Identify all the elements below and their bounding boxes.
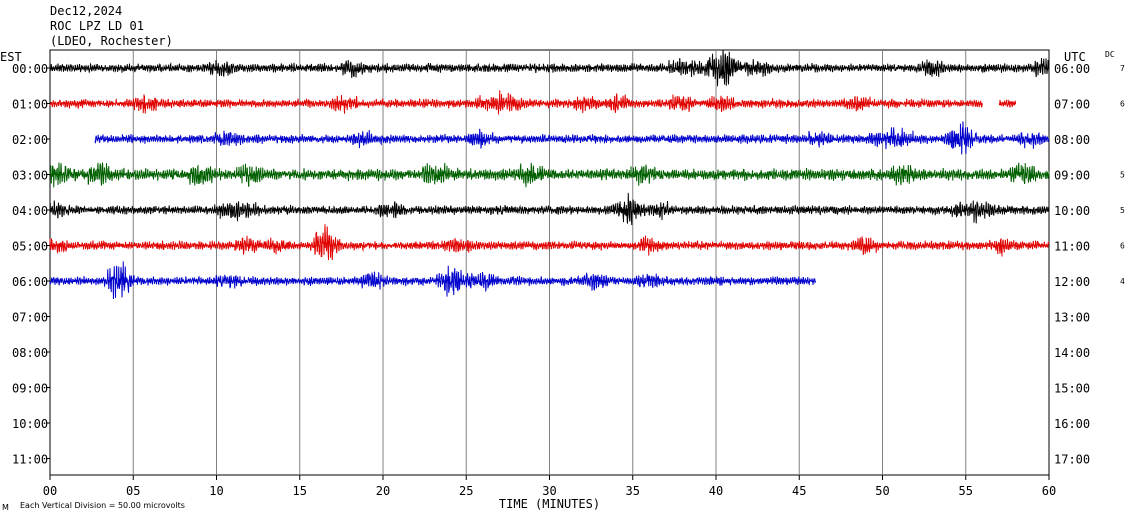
utc-hour-label: 11:00 <box>1054 240 1090 254</box>
trace-line <box>49 49 1050 87</box>
est-hour-label: 10:00 <box>12 417 48 431</box>
est-hour-label: 02:00 <box>12 133 48 147</box>
x-tick-label: 25 <box>459 484 473 498</box>
trace-line <box>49 261 817 300</box>
x-tick-label: 20 <box>376 484 390 498</box>
utc-hour-label: 08:00 <box>1054 133 1090 147</box>
date-label: Dec12,2024 <box>50 4 123 18</box>
utc-hour-label: 17:00 <box>1054 453 1090 467</box>
x-tick-label: 55 <box>959 484 973 498</box>
utc-hour-label: 07:00 <box>1054 98 1090 112</box>
x-tick-label: 40 <box>709 484 723 498</box>
trace-line <box>94 121 1050 155</box>
est-hour-label: 03:00 <box>12 169 48 183</box>
dc-value: 6 <box>1120 100 1125 109</box>
footer-mark: M <box>2 503 9 512</box>
network-label: (LDEO, Rochester) <box>50 34 173 48</box>
utc-label: UTC <box>1064 50 1086 64</box>
utc-hour-label: 06:00 <box>1054 62 1090 76</box>
dc-value: 6 <box>1120 242 1125 251</box>
est-label: EST <box>0 50 22 64</box>
x-tick-label: 30 <box>542 484 556 498</box>
utc-hour-label: 16:00 <box>1054 417 1090 431</box>
x-tick-label: 45 <box>792 484 806 498</box>
dc-value: 5 <box>1120 171 1125 180</box>
est-hour-label: 08:00 <box>12 346 48 360</box>
dc-value: 7 <box>1120 64 1125 73</box>
utc-hour-label: 09:00 <box>1054 169 1090 183</box>
trace-line <box>49 90 1016 115</box>
trace-line <box>49 224 1050 261</box>
dc-value: 5 <box>1120 206 1125 215</box>
est-hour-label: 07:00 <box>12 311 48 325</box>
utc-hour-label: 12:00 <box>1054 275 1090 289</box>
x-tick-label: 00 <box>43 484 57 498</box>
utc-hour-label: 13:00 <box>1054 311 1090 325</box>
scale-note: Each Vertical Division = 50.00 microvolt… <box>20 501 185 510</box>
x-tick-label: 15 <box>293 484 307 498</box>
est-hour-label: 09:00 <box>12 382 48 396</box>
x-tick-label: 35 <box>626 484 640 498</box>
est-hour-label: 05:00 <box>12 240 48 254</box>
est-hour-label: 01:00 <box>12 98 48 112</box>
x-tick-label: 05 <box>126 484 140 498</box>
trace-line <box>49 192 1050 226</box>
est-hour-label: 04:00 <box>12 204 48 218</box>
x-axis-title: TIME (MINUTES) <box>499 497 600 511</box>
x-tick-label: 60 <box>1042 484 1056 498</box>
x-tick-label: 10 <box>209 484 223 498</box>
utc-hour-label: 10:00 <box>1054 204 1090 218</box>
trace-line <box>49 162 1050 188</box>
est-hour-label: 11:00 <box>12 453 48 467</box>
dc-label: DC <box>1105 50 1115 59</box>
dc-value: 4 <box>1120 277 1125 286</box>
utc-hour-label: 15:00 <box>1054 382 1090 396</box>
station-label: ROC LPZ LD 01 <box>50 19 144 33</box>
utc-hour-label: 14:00 <box>1054 346 1090 360</box>
x-tick-label: 50 <box>875 484 889 498</box>
est-hour-label: 00:00 <box>12 62 48 76</box>
est-hour-label: 06:00 <box>12 275 48 289</box>
